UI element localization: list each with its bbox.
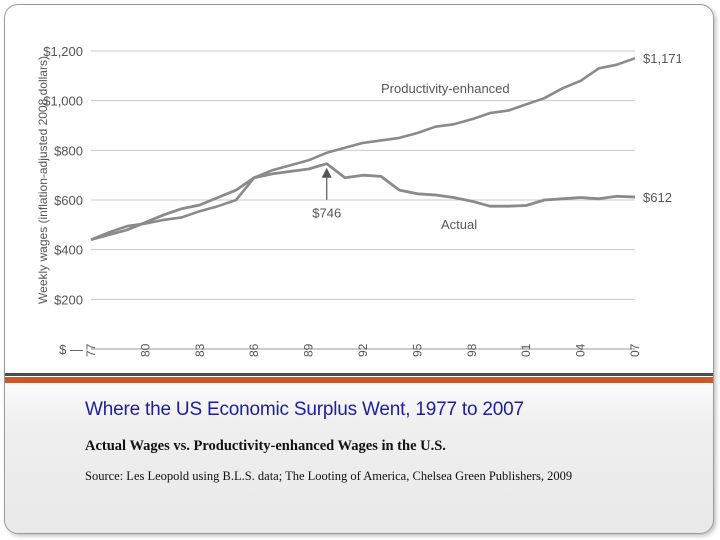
slide-frame: $ — $200 $400 $600 $800 $1,000 $1,200 Weekly wa… [4,4,714,534]
series-line-actual [90,162,636,242]
chart-panel: $ — $200 $400 $600 $800 $1,000 $1,200 Weekly wa… [35,17,683,367]
x-tick-label: 80 [138,343,152,357]
y-tick-label: $200 [54,292,83,307]
annotation-peak-label: $746 [312,206,341,221]
x-tick-label: 04 [574,343,588,357]
x-tick-label: 83 [193,343,207,357]
x-tick-label: 98 [465,343,479,357]
y-tick-label: $400 [54,243,83,258]
series-line-productivity [90,56,636,241]
slide-title: Where the US Economic Surplus Went, 1977… [85,399,524,420]
y-tick-label: $ — [59,342,83,357]
x-tick-label: 89 [302,343,316,357]
end-label-actual: $612 [643,190,672,205]
series-label-productivity: Productivity-enhanced [381,81,510,96]
caption-accent-bar [5,377,713,383]
x-tick-label: 92 [356,343,370,357]
y-tick-label: $800 [54,143,83,158]
x-tick-label: 95 [410,343,424,357]
x-tick-label: 07 [628,343,642,357]
x-tick-label: 01 [519,343,533,357]
annotation-arrow-head [321,167,332,178]
x-tick-label: 86 [247,343,261,357]
x-tick-label: 77 [84,343,98,357]
y-axis-title: Weekly wages (inflation-adjusted 2008 do… [36,56,50,304]
end-label-productivity: $1,171 [643,51,681,66]
y-tick-label: $1,200 [43,44,83,59]
y-tick-label: $600 [54,193,83,208]
source-citation: Source: Les Leopold using B.L.S. data; T… [85,469,573,483]
slide-subtitle: Actual Wages vs. Productivity-enhanced W… [85,438,446,454]
series-label-actual: Actual [441,217,477,232]
y-tick-label: $1,000 [43,94,83,109]
caption-divider [5,373,713,376]
